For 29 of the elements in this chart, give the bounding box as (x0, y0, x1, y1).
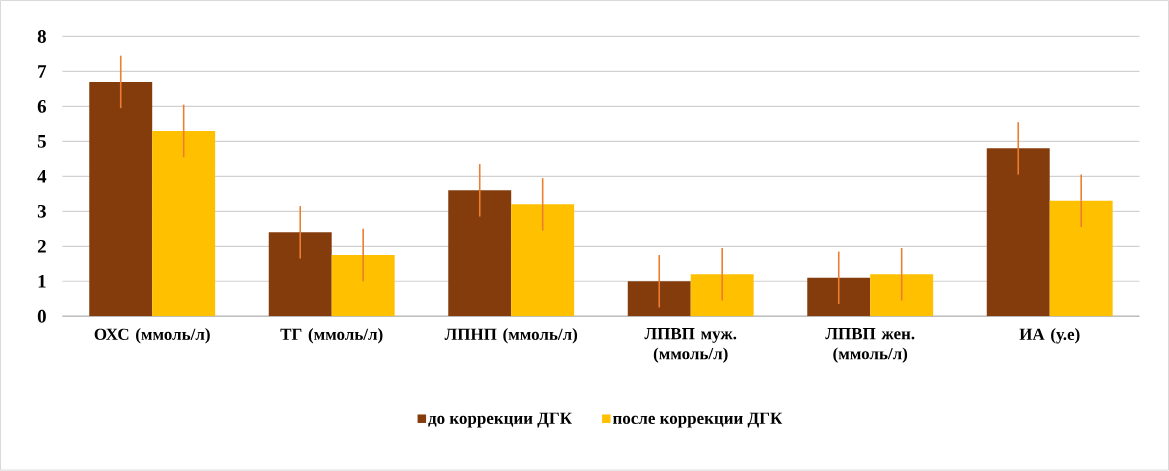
y-tick-label: 6 (37, 100, 47, 113)
legend-label: до коррекции ДГК (428, 412, 572, 428)
bar (627, 281, 691, 317)
y-tick-label: 0 (37, 310, 46, 323)
y-tick-label: 7 (38, 65, 47, 78)
bar (511, 204, 575, 317)
bar (690, 274, 754, 317)
bar (986, 148, 1050, 317)
y-tick-label: 2 (37, 240, 46, 253)
x-tick-label: ТГ (ммоль/л) (280, 328, 383, 344)
bar (89, 82, 153, 317)
bar (152, 131, 216, 317)
x-tick-label: ЛПВП жен. (ммоль/л) (825, 328, 915, 364)
bar (1049, 201, 1113, 317)
bar (870, 274, 934, 317)
y-tick-label: 8 (37, 30, 46, 44)
bar (807, 277, 871, 317)
y-tick-label: 4 (37, 170, 47, 183)
y-tick-label: 5 (37, 135, 46, 148)
y-tick-label: 1 (38, 275, 46, 288)
x-tick-label: ОХС (ммоль/л) (94, 328, 210, 344)
bar (331, 255, 395, 317)
x-tick-label: ИА (у.е) (1019, 328, 1080, 344)
x-tick-label: ЛПНП (ммоль/л) (444, 328, 578, 344)
x-tick-label: ЛПВП муж. (ммоль/л) (644, 328, 737, 364)
legend-label: после коррекции ДГК (612, 412, 783, 428)
y-tick-label: 3 (37, 205, 46, 218)
bar (268, 232, 332, 317)
bar (448, 190, 512, 317)
